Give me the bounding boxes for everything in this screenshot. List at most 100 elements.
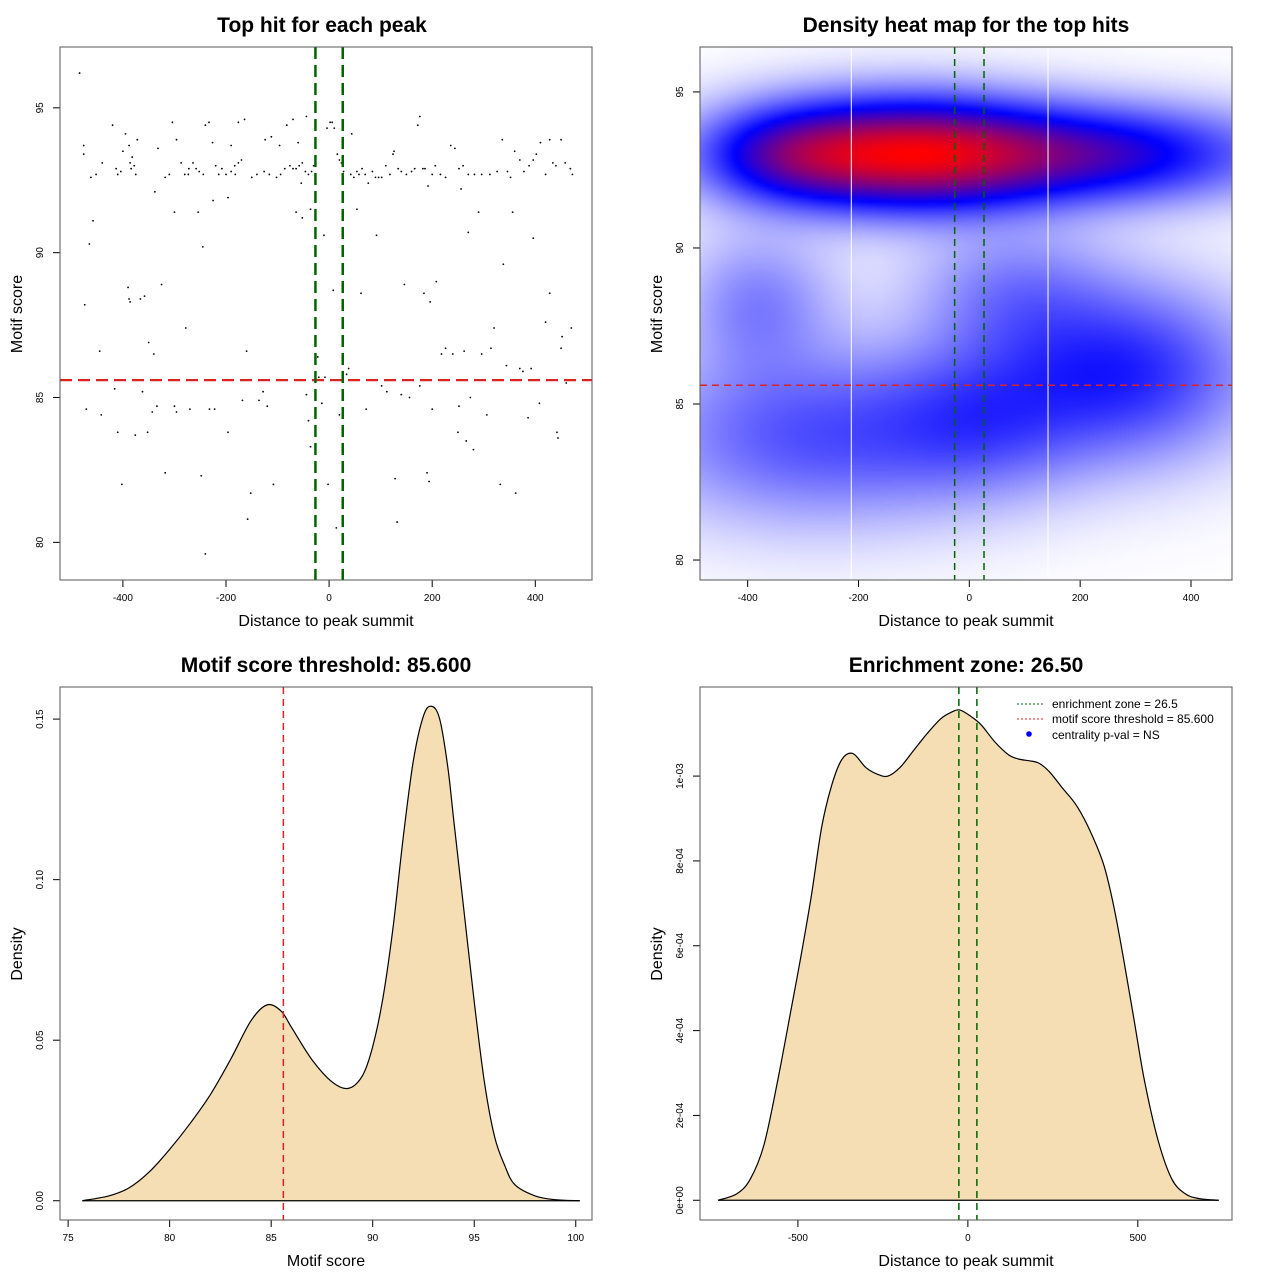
scatter-point — [565, 382, 568, 384]
distance-density-plot-box — [699, 686, 1233, 1221]
scatter-point — [333, 127, 336, 130]
heatmap-reference-lines — [700, 47, 1232, 580]
scatter-point — [156, 405, 158, 408]
scatter-point — [230, 170, 233, 173]
scatter-point — [493, 327, 495, 329]
scatter-point — [119, 170, 122, 173]
scatter-point — [227, 431, 229, 434]
scatter-point — [570, 327, 573, 329]
scatter-point — [392, 153, 394, 156]
scatter-reference-lines — [60, 47, 592, 580]
scatter-point — [377, 176, 380, 179]
scatter-point — [240, 159, 243, 161]
scatter-point — [473, 173, 476, 176]
scatter-point — [304, 170, 307, 173]
scatter-point — [449, 144, 452, 147]
scatter-point — [326, 127, 328, 130]
distance-density-y-tick-label: 0e+00 — [675, 1186, 686, 1215]
scatter-point — [480, 173, 483, 176]
scatter-point — [180, 161, 183, 164]
scatter-point — [146, 431, 149, 434]
heatmap-x-tick-label: 0 — [967, 593, 973, 604]
scatter-point — [143, 295, 146, 298]
scatter-point — [502, 263, 505, 266]
scatter-point — [120, 483, 123, 486]
scatter-point — [292, 167, 294, 170]
scatter-point — [465, 440, 468, 442]
scatter-point — [335, 526, 338, 529]
heatmap-x-tick-label: -400 — [738, 593, 758, 604]
distance-density-y-tick-label: 8e-04 — [675, 848, 686, 874]
scatter-point — [220, 167, 223, 170]
scatter-point — [496, 170, 499, 173]
scatter-point — [152, 353, 155, 355]
scatter-point — [305, 393, 308, 396]
scatter-point — [208, 121, 210, 124]
scatter-point — [309, 208, 312, 211]
scatter-point — [451, 353, 454, 355]
scatter-point — [250, 176, 253, 179]
scatter-point — [389, 173, 391, 176]
scatter-point — [187, 167, 190, 170]
scatter-point — [393, 150, 395, 153]
scatter-point — [128, 298, 130, 300]
distance-density-y-tick-label: 1e-03 — [675, 763, 686, 789]
scatter-point — [323, 234, 325, 237]
heatmap-plot-box — [699, 46, 1233, 581]
scatter-point — [518, 367, 521, 370]
distance-density-title: Enrichment zone: 26.50 — [849, 654, 1084, 677]
score-density-title: Motif score threshold: 85.600 — [181, 654, 472, 677]
scatter-y-tick-label: 80 — [35, 536, 46, 548]
scatter-point — [82, 153, 85, 156]
scatter-point — [295, 167, 298, 170]
scatter-point — [289, 164, 291, 167]
scatter-point — [157, 147, 159, 150]
scatter-point — [511, 211, 514, 214]
legend-centrality-label: centrality p-val = NS — [1052, 728, 1160, 742]
scatter-point — [538, 402, 541, 405]
scatter-point — [184, 327, 187, 329]
scatter-point — [396, 521, 399, 523]
scatter-point — [278, 144, 281, 147]
scatter-point — [292, 118, 294, 121]
scatter-point — [307, 173, 310, 176]
scatter-point — [320, 402, 323, 405]
scatter-point — [187, 173, 190, 176]
scatter-point — [100, 413, 103, 416]
heatmap-x-tick-label: 400 — [1183, 593, 1200, 604]
scatter-point — [350, 133, 353, 135]
scatter-point — [364, 173, 367, 176]
scatter-point — [352, 176, 355, 179]
scatter-point — [285, 124, 288, 127]
distance-density-xlabel: Distance to peak summit — [878, 1253, 1054, 1270]
scatter-point — [233, 164, 236, 167]
scatter-plot-box — [59, 46, 593, 581]
scatter-point — [367, 182, 370, 185]
scatter-points — [78, 72, 574, 555]
scatter-point — [347, 367, 350, 370]
scatter-point — [245, 350, 248, 353]
scatter-point — [101, 161, 104, 164]
scatter-point — [522, 370, 524, 373]
scatter-point — [564, 161, 567, 164]
scatter-x-tick-label: 0 — [326, 593, 332, 604]
scatter-point — [90, 176, 92, 179]
score-density-x-tick-label: 75 — [63, 1233, 75, 1244]
scatter-point — [384, 164, 387, 167]
scatter-point — [453, 147, 456, 150]
scatter-point — [171, 121, 174, 124]
score-density-panel: Motif score threshold: 85.600 Motif scor… — [9, 654, 593, 1270]
scatter-point — [356, 208, 358, 211]
score-density-x-tick-label: 85 — [266, 1233, 278, 1244]
scatter-point — [197, 211, 200, 214]
scatter-point — [256, 173, 258, 176]
heatmap-raster — [700, 47, 1232, 580]
score-density-y-tick-label: 0.10 — [35, 869, 46, 889]
scatter-point — [316, 356, 319, 358]
scatter-point — [241, 399, 244, 402]
legend: enrichment zone = 26.5 motif score thres… — [1017, 697, 1214, 742]
scatter-point — [539, 141, 542, 144]
scatter-point — [518, 159, 521, 161]
scatter-point — [301, 161, 304, 164]
scatter-point — [532, 159, 535, 161]
